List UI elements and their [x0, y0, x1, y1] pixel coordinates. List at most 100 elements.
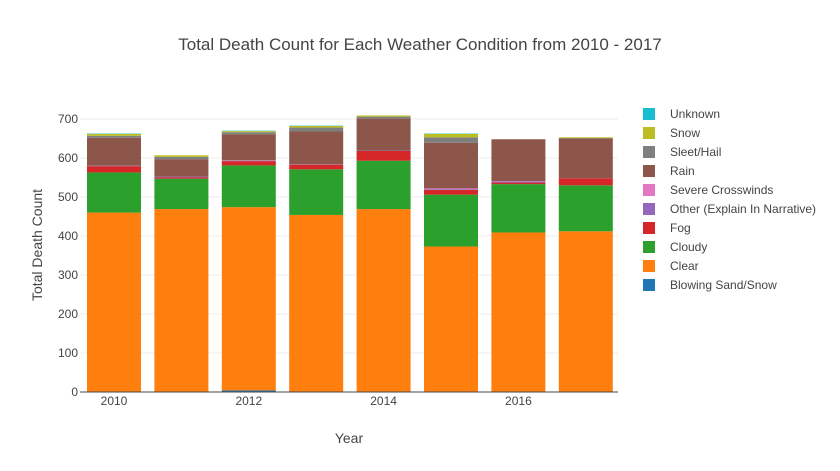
- y-tick-label: 200: [58, 307, 78, 321]
- legend-label: Rain: [670, 164, 695, 178]
- legend-swatch: [643, 127, 655, 139]
- bar-segment-sleet-hail-2011[interactable]: [154, 156, 209, 160]
- bar-segment-snow-2010[interactable]: [87, 133, 141, 136]
- bar-segment-rain-2013[interactable]: [289, 131, 344, 165]
- y-tick-label: 400: [58, 229, 78, 243]
- bar-segment-sleet-hail-2013[interactable]: [289, 127, 344, 132]
- legend-swatch: [643, 184, 655, 196]
- bar-segment-rain-2012[interactable]: [221, 134, 276, 161]
- bar-segment-clear-2013[interactable]: [289, 214, 344, 392]
- bar-segment-rain-2016[interactable]: [491, 139, 546, 182]
- legend-swatch: [643, 222, 655, 234]
- legend-swatch: [643, 241, 655, 253]
- bar-segment-fog-2017[interactable]: [558, 178, 613, 186]
- bar-segment-snow-2013[interactable]: [289, 126, 344, 128]
- bar-segment-cloudy-2011[interactable]: [154, 178, 209, 210]
- bar-segment-snow-2017[interactable]: [558, 137, 613, 139]
- bar-segment-cloudy-2016[interactable]: [491, 184, 546, 233]
- legend-swatch: [643, 279, 655, 291]
- legend-label: Unknown: [670, 107, 720, 121]
- y-tick-label: 500: [58, 190, 78, 204]
- bar-segment-other-explain-in-narrative-2016[interactable]: [491, 181, 546, 183]
- bar-segment-cloudy-2010[interactable]: [87, 172, 141, 213]
- bar-segment-fog-2012[interactable]: [221, 161, 276, 166]
- legend-item[interactable]: Snow: [643, 126, 700, 140]
- legend-item[interactable]: Blowing Sand/Snow: [643, 278, 777, 292]
- bar-segment-rain-2011[interactable]: [154, 159, 209, 177]
- x-axis-ticks: 2010 2012 2014 2016: [101, 394, 532, 408]
- bar-segment-fog-2014[interactable]: [356, 150, 411, 161]
- bar-segment-fog-2013[interactable]: [289, 164, 344, 170]
- legend-item[interactable]: Sleet/Hail: [643, 145, 721, 159]
- y-tick-label: 600: [58, 151, 78, 165]
- legend-item[interactable]: Rain: [643, 164, 695, 178]
- legend-label: Clear: [670, 259, 699, 273]
- bar-segment-rain-2010[interactable]: [87, 137, 141, 166]
- bar-segment-sleet-hail-2015[interactable]: [424, 137, 478, 143]
- bar-segment-cloudy-2017[interactable]: [558, 185, 613, 232]
- bar-segment-other-explain-in-narrative-2011[interactable]: [154, 176, 209, 178]
- bar-segment-snow-2011[interactable]: [154, 155, 209, 157]
- legend-item[interactable]: Unknown: [643, 107, 720, 121]
- legend-item[interactable]: Clear: [643, 259, 699, 273]
- legend-item[interactable]: Fog: [643, 221, 691, 235]
- y-tick-label: 700: [58, 112, 78, 126]
- bar-segment-rain-2014[interactable]: [356, 118, 411, 151]
- legend-label: Cloudy: [670, 240, 707, 254]
- legend-item[interactable]: Cloudy: [643, 240, 707, 254]
- y-tick-label: 100: [58, 346, 78, 360]
- bar-segment-severe-crosswinds-2015[interactable]: [424, 188, 478, 190]
- x-tick-label: 2014: [370, 394, 397, 408]
- bar-segment-fog-2015[interactable]: [424, 189, 478, 195]
- x-tick-label: 2012: [235, 394, 262, 408]
- chart-title: Total Death Count for Each Weather Condi…: [178, 35, 662, 54]
- x-tick-label: 2010: [101, 394, 128, 408]
- bar-segment-sleet-hail-2014[interactable]: [356, 116, 411, 119]
- bar-segment-fog-2011[interactable]: [154, 177, 209, 179]
- y-axis-ticks: 0 100 200 300 400 500 600 700: [58, 112, 78, 399]
- legend-item[interactable]: Severe Crosswinds: [643, 183, 773, 197]
- bar-segment-snow-2014[interactable]: [356, 115, 411, 117]
- bar-stack-area: [87, 115, 613, 392]
- bar-segment-cloudy-2014[interactable]: [356, 160, 411, 210]
- y-axis-label: Total Death Count: [29, 189, 45, 301]
- bar-segment-cloudy-2012[interactable]: [221, 165, 276, 208]
- legend-swatch: [643, 260, 655, 272]
- bar-segment-snow-2012[interactable]: [221, 131, 276, 133]
- bar-segment-clear-2014[interactable]: [356, 209, 411, 392]
- legend-swatch: [643, 203, 655, 215]
- legend-label: Sleet/Hail: [670, 145, 721, 159]
- bar-segment-cloudy-2015[interactable]: [424, 194, 478, 247]
- legend-label: Blowing Sand/Snow: [670, 278, 777, 292]
- legend-label: Fog: [670, 221, 691, 235]
- bar-segment-snow-2015[interactable]: [424, 133, 478, 138]
- legend-label: Other (Explain In Narrative): [670, 202, 816, 216]
- legend-swatch: [643, 165, 655, 177]
- legend-label: Snow: [670, 126, 700, 140]
- bar-segment-fog-2016[interactable]: [491, 182, 546, 185]
- y-tick-label: 300: [58, 268, 78, 282]
- bar-segment-rain-2015[interactable]: [424, 142, 478, 189]
- legend-label: Severe Crosswinds: [670, 183, 773, 197]
- legend-item[interactable]: Other (Explain In Narrative): [643, 202, 816, 216]
- bar-segment-blowing-sand-snow-2012[interactable]: [221, 390, 276, 392]
- bar-segment-other-explain-in-narrative-2015[interactable]: [424, 189, 478, 190]
- bar-segment-sleet-hail-2012[interactable]: [221, 132, 276, 135]
- bar-segment-clear-2012[interactable]: [221, 207, 276, 391]
- bar-segment-clear-2011[interactable]: [154, 209, 209, 392]
- legend-swatch: [643, 146, 655, 158]
- bar-segment-sleet-hail-2010[interactable]: [87, 135, 141, 138]
- bar-segment-clear-2017[interactable]: [558, 231, 613, 392]
- legend-swatch: [643, 108, 655, 120]
- bar-segment-clear-2016[interactable]: [491, 232, 546, 392]
- bar-segment-clear-2015[interactable]: [424, 246, 478, 392]
- y-tick-label: 0: [71, 385, 78, 399]
- bar-segment-rain-2017[interactable]: [558, 138, 613, 179]
- x-tick-label: 2016: [505, 394, 532, 408]
- bar-segment-clear-2010[interactable]: [87, 212, 141, 392]
- legend[interactable]: Unknown Snow Sleet/Hail Rain Severe Crosswin…: [643, 107, 816, 292]
- bar-segment-fog-2010[interactable]: [87, 166, 141, 173]
- x-axis-label: Year: [335, 430, 364, 446]
- bar-segment-cloudy-2013[interactable]: [289, 169, 344, 215]
